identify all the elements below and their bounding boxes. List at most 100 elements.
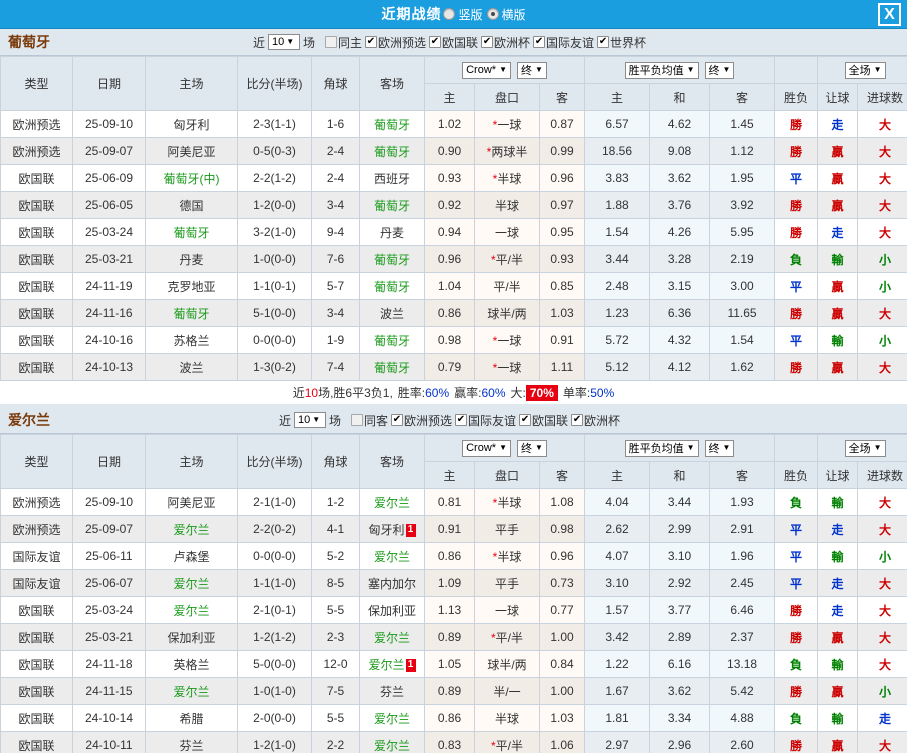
cell-team-home[interactable]: 波兰 — [145, 353, 238, 381]
cell-score[interactable]: 5-0(0-0) — [237, 650, 312, 678]
cell-competition-type[interactable]: 欧国联 — [0, 731, 73, 753]
scope-select-0[interactable]: 全场 ▼ — [844, 61, 886, 79]
cell-team-home[interactable]: 德国 — [145, 191, 238, 219]
competition-filter-1-0[interactable]: ✔ 欧洲预选 — [390, 412, 452, 429]
cell-score[interactable]: 1-0(1-0) — [237, 677, 312, 705]
cell-score[interactable]: 2-1(1-0) — [237, 488, 312, 516]
cell-competition-type[interactable]: 欧国联 — [0, 596, 73, 624]
cell-competition-type[interactable]: 欧国联 — [0, 353, 73, 381]
cell-score[interactable]: 2-2(0-2) — [237, 515, 312, 543]
scope-select-1[interactable]: 全场 ▼ — [844, 439, 886, 457]
cell-team-home[interactable]: 希腊 — [145, 704, 238, 732]
cell-team-home[interactable]: 葡萄牙 — [145, 218, 238, 246]
cell-team-home[interactable]: 爱尔兰 — [145, 596, 238, 624]
table-row[interactable]: 欧国联 25-03-24 爱尔兰 2-1(0-1) 5-5 保加利亚 1.13 一球 0.77 1… — [0, 596, 907, 624]
cell-team-away[interactable]: 葡萄牙 — [359, 326, 425, 354]
cell-score[interactable]: 1-1(0-1) — [237, 272, 312, 300]
cell-team-away[interactable]: 芬兰 — [359, 677, 425, 705]
table-row[interactable]: 欧国联 24-10-11 芬兰 1-2(1-0) 2-2 爱尔兰 0.83 *平/半 1.06 2… — [0, 731, 907, 753]
cell-team-away[interactable]: 爱尔兰 — [359, 542, 425, 570]
cell-team-home[interactable]: 匈牙利 — [145, 110, 238, 138]
cell-score[interactable]: 1-0(0-0) — [237, 245, 312, 273]
cell-team-away[interactable]: 波兰 — [359, 299, 425, 327]
table-row[interactable]: 欧国联 25-06-05 德国 1-2(0-0) 3-4 葡萄牙 0.92 半球 0.97 1.8… — [0, 191, 907, 219]
cell-team-home[interactable]: 卢森堡 — [145, 542, 238, 570]
checkbox-checked-icon[interactable]: ✔ — [533, 36, 546, 48]
cell-team-away[interactable]: 保加利亚 — [359, 596, 425, 624]
cell-team-away[interactable]: 葡萄牙 — [359, 137, 425, 165]
cell-competition-type[interactable]: 欧国联 — [0, 623, 73, 651]
table-row[interactable]: 欧国联 24-11-15 爱尔兰 1-0(1-0) 7-5 芬兰 0.89 半/一 1.00 1.… — [0, 677, 907, 705]
cell-team-home[interactable]: 克罗地亚 — [145, 272, 238, 300]
table-row[interactable]: 欧国联 24-10-16 苏格兰 0-0(0-0) 1-9 葡萄牙 0.98 *一球 0.91 5… — [0, 326, 907, 354]
match-count-select-1[interactable]: 10 ▼ — [293, 412, 326, 428]
cell-team-away[interactable]: 爱尔兰 1 — [359, 650, 425, 678]
cell-team-away[interactable]: 葡萄牙 — [359, 272, 425, 300]
cell-score[interactable]: 0-0(0-0) — [237, 326, 312, 354]
cell-competition-type[interactable]: 欧国联 — [0, 191, 73, 219]
cell-team-home[interactable]: 葡萄牙(中) — [145, 164, 238, 192]
checkbox-checked-icon[interactable]: ✔ — [364, 36, 377, 48]
competition-filter-0-2[interactable]: ✔ 欧洲杯 — [481, 34, 530, 51]
competition-filter-1-1[interactable]: ✔ 国际友谊 — [455, 412, 516, 429]
competition-filter-0-0[interactable]: ✔ 欧洲预选 — [364, 34, 426, 51]
table-row[interactable]: 国际友谊 25-06-07 爱尔兰 1-1(1-0) 8-5 塞内加尔 1.09 平手 0.73… — [0, 569, 907, 597]
cell-team-home[interactable]: 爱尔兰 — [145, 677, 238, 705]
cell-team-away[interactable]: 塞内加尔 — [359, 569, 425, 597]
cell-team-away[interactable]: 葡萄牙 — [359, 245, 425, 273]
cell-competition-type[interactable]: 欧国联 — [0, 704, 73, 732]
table-row[interactable]: 欧国联 25-03-21 丹麦 1-0(0-0) 7-6 葡萄牙 0.96 *平/半 0.93 3… — [0, 245, 907, 273]
competition-filter-1-3[interactable]: ✔ 欧洲杯 — [571, 412, 620, 429]
eu-time-select-0[interactable]: 终 ▼ — [704, 61, 735, 79]
eu-type-select-0[interactable]: 胜平负均值 ▼ — [624, 61, 699, 79]
same-side-checkbox-0[interactable]: 同主 — [324, 34, 362, 51]
cell-team-away[interactable]: 爱尔兰 — [359, 488, 425, 516]
cell-team-home[interactable]: 阿美尼亚 — [145, 137, 238, 165]
table-row[interactable]: 欧国联 25-03-21 保加利亚 1-2(1-2) 2-3 爱尔兰 0.89 *平/半 1.0… — [0, 623, 907, 651]
cell-team-home[interactable]: 英格兰 — [145, 650, 238, 678]
cell-score[interactable]: 1-2(1-2) — [237, 623, 312, 651]
checkbox-checked-icon[interactable]: ✔ — [429, 36, 441, 48]
cell-competition-type[interactable]: 欧国联 — [0, 218, 73, 246]
cell-competition-type[interactable]: 欧国联 — [0, 164, 73, 192]
cell-team-away[interactable]: 葡萄牙 — [359, 110, 425, 138]
cell-team-home[interactable]: 苏格兰 — [145, 326, 238, 354]
table-row[interactable]: 欧洲预选 25-09-07 阿美尼亚 0-5(0-3) 2-4 葡萄牙 0.90 *两球半 0.… — [0, 137, 907, 165]
checkbox-icon[interactable] — [350, 414, 363, 426]
cell-score[interactable]: 1-2(0-0) — [237, 191, 312, 219]
cell-score[interactable]: 1-2(1-0) — [237, 731, 312, 753]
cell-score[interactable]: 0-0(0-0) — [237, 542, 312, 570]
cell-score[interactable]: 5-1(0-0) — [237, 299, 312, 327]
table-row[interactable]: 欧洲预选 25-09-10 阿美尼亚 2-1(1-0) 1-2 爱尔兰 0.81 *半球 1.0… — [0, 488, 907, 516]
view-mode-horizontal[interactable]: 横版 — [486, 6, 526, 23]
competition-filter-0-3[interactable]: ✔ 国际友谊 — [533, 34, 594, 51]
checkbox-checked-icon[interactable]: ✔ — [455, 414, 467, 426]
cell-score[interactable]: 2-0(0-0) — [237, 704, 312, 732]
eu-type-select-1[interactable]: 胜平负均值 ▼ — [624, 439, 699, 457]
checkbox-checked-icon[interactable]: ✔ — [571, 414, 584, 426]
odds-time-select-0[interactable]: 终 ▼ — [516, 61, 547, 79]
cell-competition-type[interactable]: 欧国联 — [0, 677, 73, 705]
cell-competition-type[interactable]: 欧洲预选 — [0, 515, 73, 543]
radio-horizontal-icon[interactable] — [486, 8, 499, 20]
checkbox-icon[interactable] — [324, 36, 337, 48]
competition-filter-0-1[interactable]: ✔ 欧国联 — [429, 34, 478, 51]
cell-team-away[interactable]: 爱尔兰 — [359, 704, 425, 732]
cell-team-away[interactable]: 爱尔兰 — [359, 623, 425, 651]
close-icon[interactable]: X — [878, 3, 901, 26]
cell-team-home[interactable]: 爱尔兰 — [145, 569, 238, 597]
cell-team-home[interactable]: 保加利亚 — [145, 623, 238, 651]
cell-team-away[interactable]: 丹麦 — [359, 218, 425, 246]
cell-competition-type[interactable]: 欧洲预选 — [0, 137, 73, 165]
cell-team-home[interactable]: 爱尔兰 — [145, 515, 238, 543]
competition-filter-0-4[interactable]: ✔ 世界杯 — [597, 34, 646, 51]
table-row[interactable]: 欧洲预选 25-09-07 爱尔兰 2-2(0-2) 4-1 匈牙利 1 0.91 平手 0.98… — [0, 515, 907, 543]
table-row[interactable]: 欧国联 24-10-13 波兰 1-3(0-2) 7-4 葡萄牙 0.79 *一球 1.11 5.… — [0, 353, 907, 381]
cell-team-away[interactable]: 爱尔兰 — [359, 731, 425, 753]
cell-score[interactable]: 2-2(1-2) — [237, 164, 312, 192]
cell-competition-type[interactable]: 欧国联 — [0, 272, 73, 300]
odds-time-select-1[interactable]: 终 ▼ — [516, 439, 547, 457]
cell-competition-type[interactable]: 国际友谊 — [0, 542, 73, 570]
odds-company-select-1[interactable]: Crow* ▼ — [462, 439, 511, 457]
table-row[interactable]: 欧国联 24-11-16 葡萄牙 5-1(0-0) 3-4 波兰 0.86 球半/两 1.03 1… — [0, 299, 907, 327]
